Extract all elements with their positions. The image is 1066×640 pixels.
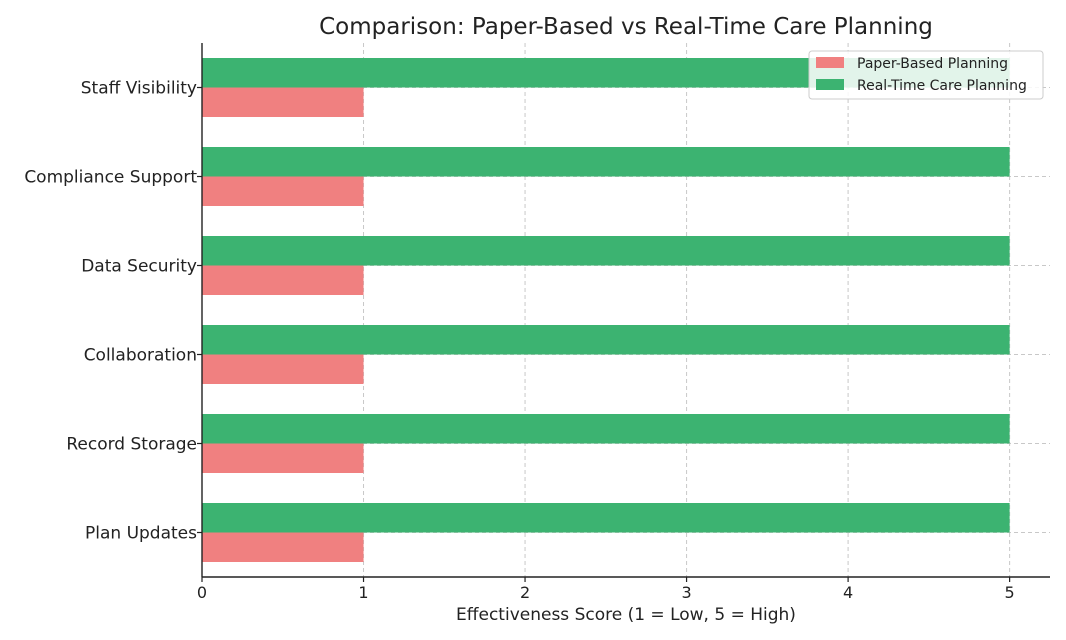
legend-swatch-realtime	[816, 79, 844, 90]
y-tick-label: Compliance Support	[24, 168, 197, 188]
bar-real-time	[202, 236, 1010, 266]
grid-lines	[202, 43, 1050, 577]
x-tick-label: 4	[843, 583, 853, 602]
bar-paper-based	[202, 265, 364, 295]
legend-swatch-paper	[816, 57, 844, 68]
bars	[202, 58, 1010, 562]
bar-paper-based	[202, 443, 364, 473]
legend-label-realtime: Real-Time Care Planning	[857, 78, 1027, 94]
bar-paper-based	[202, 532, 364, 562]
x-tick-label: 0	[197, 583, 207, 602]
bar-paper-based	[202, 176, 364, 206]
x-tick-label: 3	[681, 583, 691, 602]
bar-paper-based	[202, 354, 364, 384]
y-tick-label: Collaboration	[84, 346, 197, 366]
bar-real-time	[202, 147, 1010, 177]
y-ticks: Plan Updates Record Storage Collaboration D…	[24, 79, 202, 544]
legend-label-paper: Paper-Based Planning	[857, 56, 1008, 72]
y-tick-label: Staff Visibility	[81, 79, 197, 99]
x-ticks: 0 1 2 3 4 5	[197, 577, 1015, 602]
bar-real-time	[202, 503, 1010, 533]
legend-box	[808, 50, 1044, 100]
y-tick-label: Data Security	[81, 257, 197, 277]
axes	[201, 43, 1050, 578]
chart-title: Comparison: Paper-Based vs Real-Time Car…	[319, 14, 933, 40]
bar-real-time	[202, 414, 1010, 444]
x-tick-label: 1	[358, 583, 368, 602]
y-tick-label: Record Storage	[66, 435, 197, 455]
y-tick-label: Plan Updates	[85, 524, 197, 544]
bar-real-time	[202, 325, 1010, 355]
bar-paper-based	[202, 87, 364, 117]
legend: Paper-Based Planning Real-Time Care Plan…	[808, 50, 1044, 100]
x-tick-label: 2	[520, 583, 530, 602]
x-axis-label: Effectiveness Score (1 = Low, 5 = High)	[456, 605, 796, 625]
x-tick-label: 5	[1005, 583, 1015, 602]
